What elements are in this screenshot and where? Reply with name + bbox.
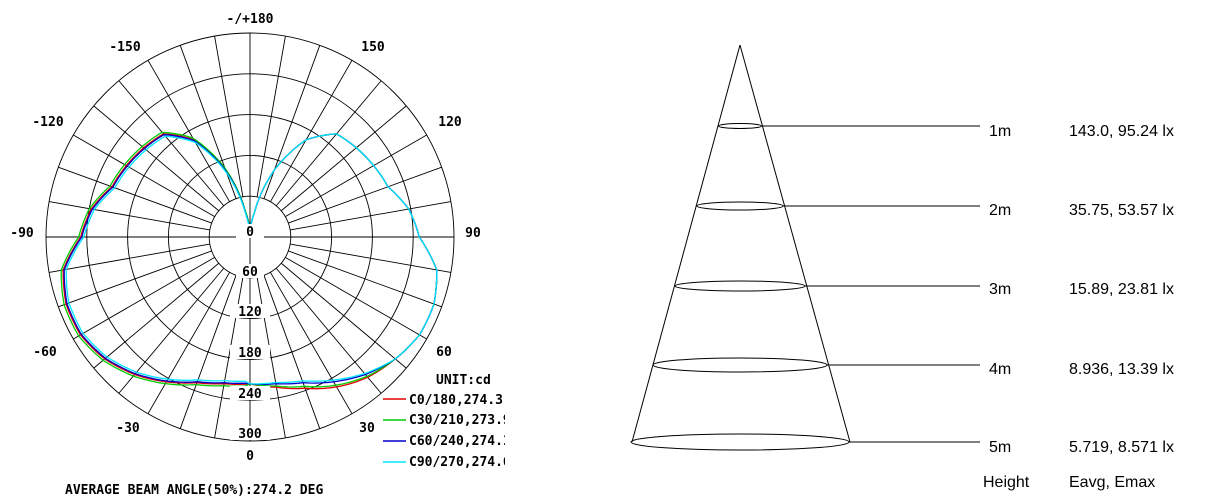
angle-label-neg150: -150: [109, 40, 140, 55]
height-label-5m: 5m: [989, 439, 1011, 456]
grid-spoke: [270, 272, 353, 414]
column-header-height: Height: [983, 474, 1030, 491]
angle-label-neg30: -30: [116, 421, 140, 436]
grid-spoke: [49, 243, 210, 273]
radial-label-120: 120: [238, 305, 262, 320]
grid-spoke: [290, 243, 451, 273]
curve-c90-270: [65, 133, 438, 385]
height-label-4m: 4m: [989, 361, 1011, 378]
grid-spoke: [280, 105, 407, 212]
value-label-3m: 15.89, 23.81 lx: [1069, 281, 1174, 298]
grid-spoke: [73, 134, 215, 217]
legend-label-c30: C30/210,273.9: [409, 413, 505, 428]
illuminance-cone-diagram: 1m 143.0, 95.24 lx 2m 35.75, 53.57 lx 3m…: [600, 0, 1207, 499]
polar-intensity-diagram: -/+180 -150 150 -120 120 -90 90 -60 60 -…: [0, 0, 505, 499]
grid-spoke: [256, 36, 286, 197]
grid-spoke: [73, 257, 215, 340]
grid-spoke: [263, 45, 321, 199]
cone-right-edge: [739, 44, 851, 443]
grid-spoke: [179, 275, 237, 429]
grid-spoke: [214, 36, 244, 197]
grid-spoke: [263, 275, 321, 429]
angle-label-0: 0: [246, 449, 254, 464]
grid-spoke: [214, 277, 244, 438]
grid-spoke: [288, 166, 442, 224]
radial-label-60: 60: [242, 265, 258, 280]
grid-spoke: [93, 105, 220, 212]
cone-ellipse-3m: [674, 280, 806, 292]
cone-ellipse-2m: [696, 201, 784, 211]
legend-label-c90: C90/270,274.6: [409, 455, 505, 470]
angle-label-neg60: -60: [33, 345, 57, 360]
grid-spoke: [270, 60, 353, 202]
grid-spoke: [118, 80, 225, 207]
angle-label-180: -/+180: [227, 12, 274, 27]
unit-label: UNIT:cd: [436, 373, 491, 388]
grid-spoke: [58, 250, 212, 308]
polar-grid: -/+180 -150 150 -120 120 -90 90 -60 60 -…: [10, 12, 505, 498]
value-label-4m: 8.936, 13.39 lx: [1069, 361, 1174, 378]
grid-spoke: [288, 250, 442, 308]
legend: UNIT:cd C0/180,274.3 C30/210,273.9 C60/2…: [383, 373, 505, 470]
grid-spoke: [49, 201, 210, 231]
value-label-5m: 5.719, 8.571 lx: [1069, 439, 1174, 456]
grid-spoke: [256, 277, 286, 438]
radial-label-180: 180: [238, 346, 262, 361]
cone-ellipse-4m: [652, 357, 828, 373]
beam-angle-footer: AVERAGE BEAM ANGLE(50%):274.2 DEG: [65, 483, 323, 498]
grid-spoke: [275, 267, 382, 394]
cone-left-edge: [631, 44, 741, 443]
height-label-2m: 2m: [989, 202, 1011, 219]
grid-spoke: [285, 257, 427, 340]
grid-spoke: [285, 134, 427, 217]
angle-label-pos30: 30: [359, 421, 375, 436]
angle-label-neg120: -120: [32, 115, 63, 130]
angle-label-pos60: 60: [436, 345, 452, 360]
grid-spoke: [147, 272, 230, 414]
legend-label-c0: C0/180,274.3: [409, 393, 503, 408]
angle-label-pos150: 150: [361, 40, 385, 55]
intensity-curves: [60, 131, 438, 390]
grid-spoke: [93, 262, 220, 369]
grid-spoke: [147, 60, 230, 202]
grid-spoke: [280, 262, 407, 369]
legend-label-c60: C60/240,274.1: [409, 434, 505, 449]
polar-gridlines: [45, 32, 455, 442]
value-label-2m: 35.75, 53.57 lx: [1069, 202, 1174, 219]
angle-label-pos120: 120: [438, 115, 462, 130]
value-label-1m: 143.0, 95.24 lx: [1069, 123, 1174, 140]
radial-label-300: 300: [238, 427, 262, 442]
radial-label-240: 240: [238, 387, 262, 402]
grid-spoke: [290, 201, 451, 231]
radial-label-0: 0: [246, 225, 254, 240]
height-label-3m: 3m: [989, 281, 1011, 298]
grid-spoke: [275, 80, 382, 207]
angle-label-neg90: -90: [10, 226, 34, 241]
column-header-values: Eavg, Emax: [1069, 474, 1155, 491]
angle-label-pos90: 90: [465, 226, 481, 241]
cone-ellipse-5m: [630, 433, 850, 451]
grid-spoke: [58, 166, 212, 224]
cone-drawing: 1m 143.0, 95.24 lx 2m 35.75, 53.57 lx 3m…: [630, 44, 1174, 491]
height-label-1m: 1m: [989, 123, 1011, 140]
cone-ellipse-1m: [718, 123, 762, 129]
